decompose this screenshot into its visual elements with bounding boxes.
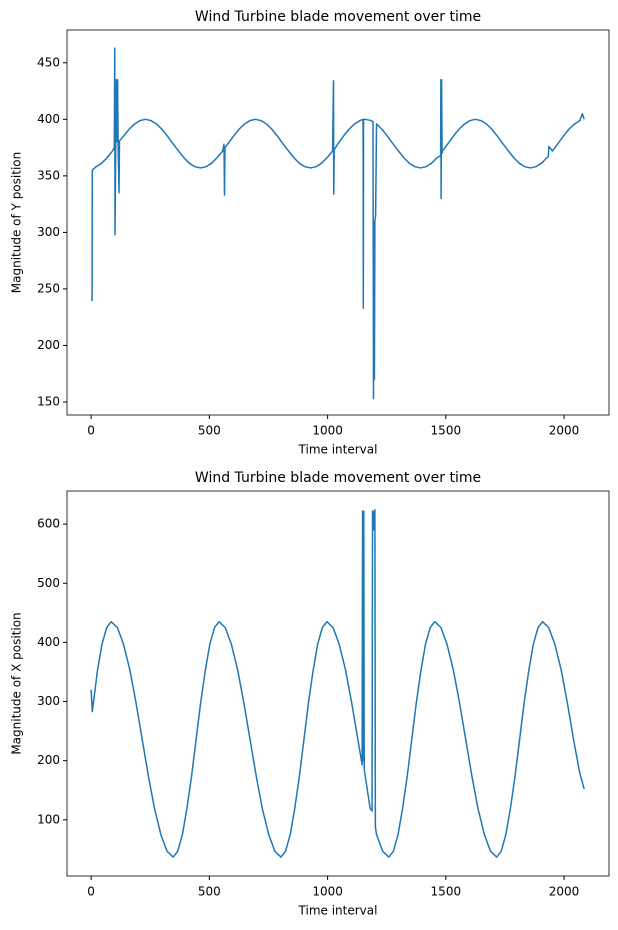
x-tick-label: 2000 <box>549 885 580 899</box>
y-tick-label: 150 <box>37 394 60 408</box>
y-tick-label: 500 <box>37 576 60 590</box>
axes-frame <box>66 29 610 416</box>
y-tick-label: 100 <box>37 812 60 826</box>
y-axis-label: Magnitude of X position <box>10 612 24 754</box>
y-tick-label: 250 <box>37 281 60 295</box>
x-tick-label: 1000 <box>312 885 343 899</box>
y-tick-label: 200 <box>37 753 60 767</box>
x-tick-label: 0 <box>87 885 95 899</box>
data-line <box>91 47 585 400</box>
chart-title: Wind Turbine blade movement over time <box>195 470 481 486</box>
y-tick-label: 300 <box>37 225 60 239</box>
x-tick-label: 500 <box>198 885 221 899</box>
x-tick-label: 1000 <box>312 424 343 438</box>
axes-frame <box>66 490 610 877</box>
y-tick-label: 600 <box>37 517 60 531</box>
y-tick-label: 400 <box>37 112 60 126</box>
chart-title: Wind Turbine blade movement over time <box>195 9 481 25</box>
y-tick-label: 450 <box>37 55 60 69</box>
x-axis-label: Time interval <box>298 904 378 918</box>
y-tick-label: 300 <box>37 694 60 708</box>
y-tick-label: 400 <box>37 635 60 649</box>
x-tick-label: 2000 <box>549 424 580 438</box>
x-tick-label: 1500 <box>431 424 462 438</box>
x-tick-label: 1500 <box>431 885 462 899</box>
y-tick-label: 200 <box>37 338 60 352</box>
x-axis-label: Time interval <box>298 443 378 457</box>
y-axis-label: Magnitude of Y position <box>10 152 24 293</box>
y-tick-label: 350 <box>37 168 60 182</box>
x-tick-label: 0 <box>87 424 95 438</box>
data-line <box>90 509 585 858</box>
x-tick-label: 500 <box>198 424 221 438</box>
